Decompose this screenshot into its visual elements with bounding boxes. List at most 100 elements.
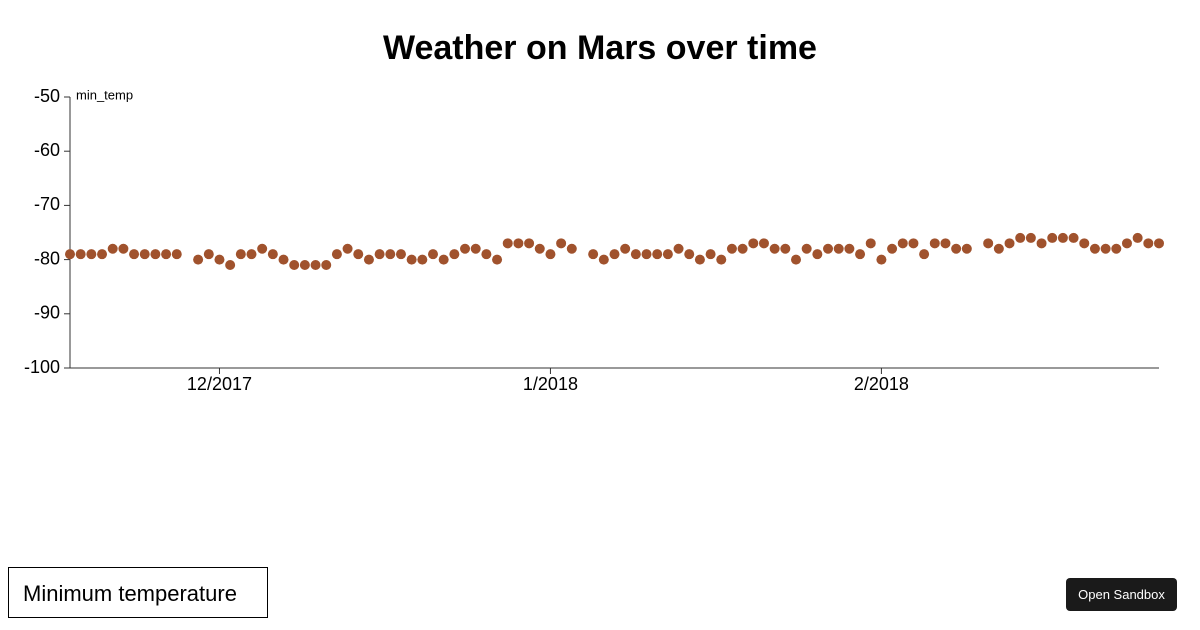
point: [801, 243, 812, 254]
point: [1015, 232, 1026, 243]
point: [1057, 232, 1068, 243]
point: [887, 243, 898, 254]
point: [246, 249, 257, 260]
point: [929, 238, 940, 249]
point: [1047, 232, 1058, 243]
point: [524, 238, 535, 249]
point: [1036, 238, 1047, 249]
point: [652, 249, 663, 260]
point: [684, 249, 695, 260]
point: [65, 249, 75, 260]
y-tick-label: -60: [34, 140, 60, 160]
point: [737, 243, 748, 254]
x-tick-label: 12/2017: [187, 374, 252, 394]
point: [1132, 232, 1143, 243]
point: [630, 249, 641, 260]
point: [662, 249, 673, 260]
point: [235, 249, 246, 260]
point: [812, 249, 823, 260]
point: [566, 243, 577, 254]
point: [481, 249, 492, 260]
point: [983, 238, 994, 249]
point: [1154, 238, 1164, 249]
point: [139, 249, 150, 260]
point: [513, 238, 524, 249]
point: [758, 238, 769, 249]
y-tick-label: -90: [34, 303, 60, 323]
point: [406, 254, 417, 265]
point: [1121, 238, 1132, 249]
x-tick-label: 1/2018: [523, 374, 578, 394]
y-tick-label: -80: [34, 248, 60, 268]
point: [876, 254, 887, 265]
point: [823, 243, 834, 254]
point: [438, 254, 449, 265]
point: [75, 249, 86, 260]
point: [385, 249, 396, 260]
point: [374, 249, 385, 260]
point: [342, 243, 353, 254]
y-tick-label: -70: [34, 194, 60, 214]
point: [598, 254, 609, 265]
point: [97, 249, 108, 260]
point: [193, 254, 204, 265]
point: [940, 238, 951, 249]
point: [961, 243, 972, 254]
chart: Weather on Mars over time min_temp -100 -…: [24, 29, 1164, 394]
point: [150, 249, 161, 260]
point: [1079, 238, 1090, 249]
point: [171, 249, 182, 260]
point: [203, 249, 214, 260]
point: [129, 249, 140, 260]
point: [748, 238, 759, 249]
point: [257, 243, 268, 254]
point: [844, 243, 855, 254]
point: [545, 249, 556, 260]
point: [609, 249, 620, 260]
point: [502, 238, 513, 249]
point: [865, 238, 876, 249]
point: [161, 249, 172, 260]
point: [769, 243, 780, 254]
chart-title: Weather on Mars over time: [383, 29, 817, 67]
point: [694, 254, 705, 265]
metric-selector[interactable]: Minimum temperature: [8, 567, 268, 618]
point: [705, 249, 716, 260]
point: [449, 249, 460, 260]
point: [289, 260, 300, 271]
point: [716, 254, 727, 265]
y-tick-label: -100: [24, 357, 60, 377]
point: [331, 249, 342, 260]
point: [1111, 243, 1122, 254]
point: [780, 243, 791, 254]
point: [395, 249, 406, 260]
open-sandbox-button[interactable]: Open Sandbox: [1066, 578, 1177, 611]
point: [107, 243, 118, 254]
point: [1025, 232, 1036, 243]
point: [951, 243, 962, 254]
point: [299, 260, 310, 271]
point: [833, 243, 844, 254]
point: [641, 249, 652, 260]
point: [363, 254, 374, 265]
point: [310, 260, 321, 271]
point: [1143, 238, 1154, 249]
y-axis-label: min_temp: [76, 87, 133, 102]
point: [726, 243, 737, 254]
point: [214, 254, 225, 265]
point: [791, 254, 801, 265]
point: [588, 249, 599, 260]
point: [855, 249, 866, 260]
point: [1089, 243, 1100, 254]
point: [417, 254, 428, 265]
point: [267, 249, 278, 260]
point: [86, 249, 97, 260]
point: [1068, 232, 1079, 243]
point: [556, 238, 567, 249]
point: [1004, 238, 1015, 249]
point: [225, 260, 236, 271]
point: [118, 243, 129, 254]
x-tick-label: 2/2018: [854, 374, 909, 394]
point: [321, 260, 332, 271]
